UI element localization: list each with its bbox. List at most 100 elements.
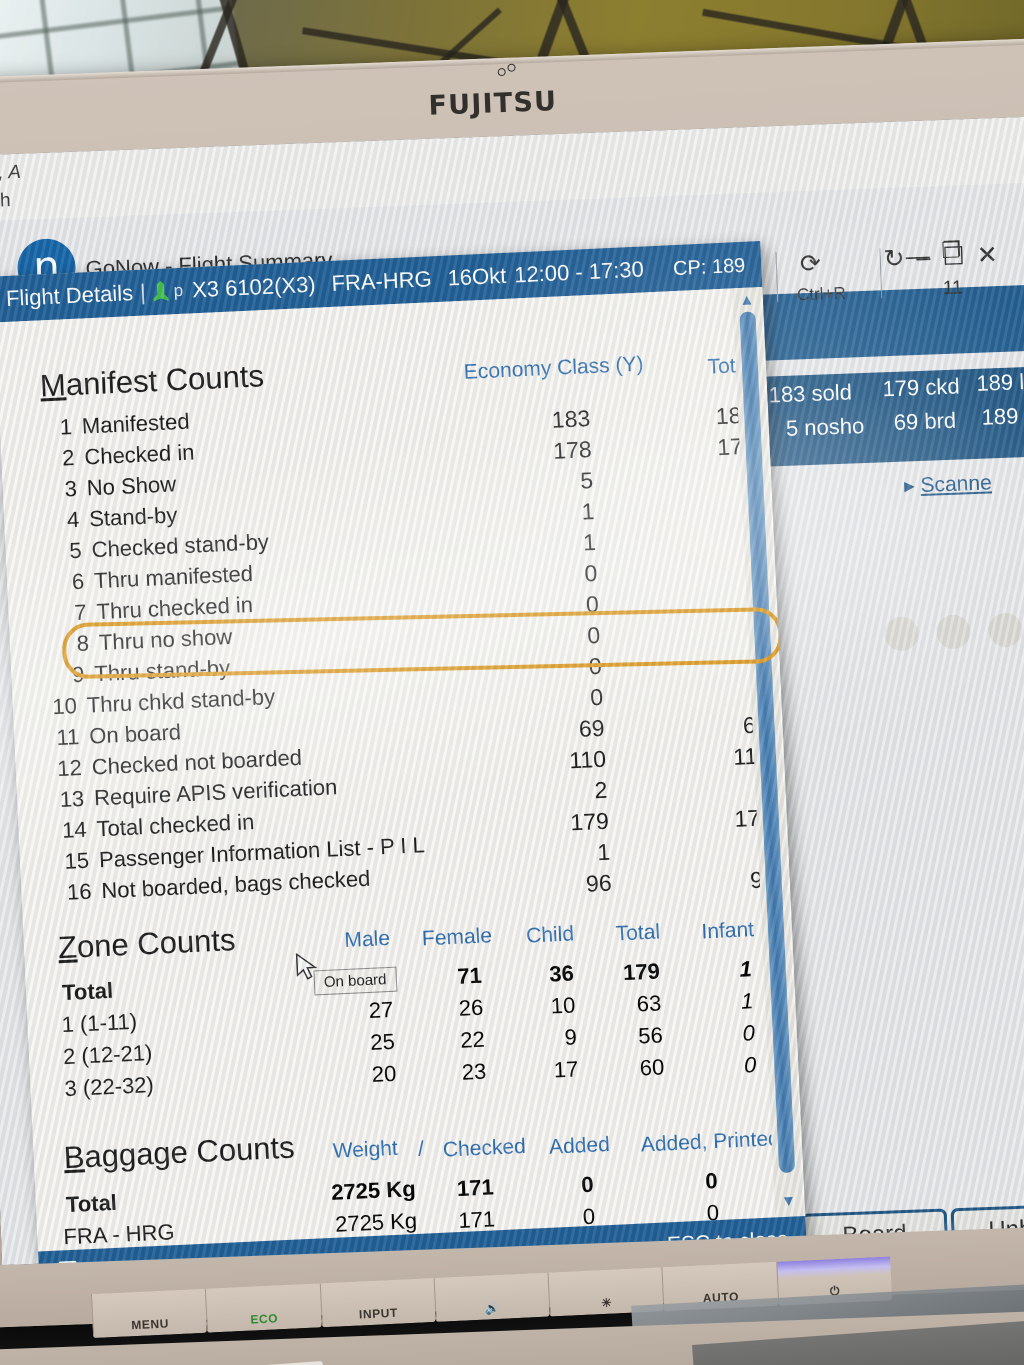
cell-economy: 0 (589, 683, 604, 711)
zone-col-total: Total (615, 920, 661, 946)
row-index: 1 (59, 414, 73, 440)
baggage-col-weight: Weight (332, 1136, 399, 1163)
zone-cell-child: 36 (548, 960, 575, 987)
row-index: 15 (64, 847, 90, 874)
zone-col-child: Child (525, 922, 575, 948)
zone-cell-total: 63 (636, 990, 662, 1017)
dialog-title-prefix: Flight Details (5, 280, 134, 311)
zone-counts-heading: Zone Counts (57, 922, 236, 966)
refresh-icon[interactable]: ↻ (883, 243, 918, 274)
flight-route: FRA-HRG (330, 266, 433, 296)
cell-economy: 183 (551, 405, 591, 433)
zone-heading-accesskey: Z (57, 929, 78, 966)
airplane-icon (152, 280, 169, 303)
row-label: Manifested (81, 408, 191, 439)
row-index: 12 (56, 754, 83, 782)
row-index: 6 (71, 568, 85, 595)
monitor-eco-button[interactable]: ECO (205, 1283, 322, 1333)
zone-row-label: 3 (22-32) (63, 1071, 155, 1102)
baggage-cell-weight: 2725 Kg (330, 1175, 417, 1205)
row-label: On board (88, 719, 182, 749)
zone-cell-female: 71 (456, 962, 483, 989)
zone-cell-child: 9 (563, 1024, 578, 1050)
stats-row-1-sold: 183 sold (768, 379, 853, 408)
cell-economy: 69 (578, 714, 606, 742)
zone-cell-infant: 1 (740, 988, 754, 1014)
on-board-tooltip: On board (313, 966, 397, 996)
row-index: 2 (61, 444, 75, 471)
monitor-input-button[interactable]: INPUT (319, 1277, 436, 1328)
zone-cell-total: 179 (622, 958, 661, 986)
clipped-left-text-1: 119, A (0, 161, 22, 185)
cell-economy: 1 (582, 528, 597, 556)
scroll-up-arrow-icon[interactable]: ▲ (739, 291, 755, 310)
chevron-right-icon: ▸ (903, 474, 916, 498)
flight-number: X3 6102(X3) (191, 271, 317, 303)
cell-economy: 110 (568, 745, 607, 774)
cell-economy: 179 (569, 807, 610, 836)
row-index: 13 (59, 785, 85, 813)
baggage-col-checked: Checked (442, 1134, 527, 1162)
scroll-down-arrow-icon[interactable]: ▼ (780, 1192, 797, 1211)
row-index: 11 (55, 724, 80, 751)
clipped-toolbar-number: 11 (942, 277, 964, 300)
fujitsu-monitor: FUJITSU 119, A earch n GoNow - Flight Su… (0, 38, 1024, 1365)
speaker-icon[interactable]: 🔊 (433, 1272, 550, 1322)
zone-cell-female: 26 (458, 994, 484, 1021)
row-label: Require APIS verification (93, 774, 338, 811)
baggage-counts-heading: Baggage Counts (63, 1130, 295, 1177)
minimize-icon[interactable]: – (915, 243, 943, 272)
fujitsu-logo-text: FUJITSU (427, 86, 558, 122)
baggage-cell-checked: 171 (456, 1174, 495, 1202)
zone-row-label: 2 (12-21) (62, 1040, 153, 1070)
zone-heading-rest: one Counts (76, 922, 237, 965)
row-label: Thru manifested (93, 560, 254, 594)
stats-row-1-lid: 189 l (975, 369, 1024, 396)
background-stats-panel: 183 sold 179 ckd 189 l 5 nosho 69 brd 18… (762, 366, 1024, 467)
zone-cell-total: 60 (639, 1054, 665, 1081)
manifest-counts-heading: Manifest Counts (39, 358, 264, 404)
cell-economy: 96 (585, 869, 613, 897)
zone-col-male: Male (343, 926, 391, 952)
dialog-title-separator: | (139, 279, 147, 305)
dialog-body: Manifest Counts Economy Class (Y) Total … (0, 286, 806, 1252)
scanned-label: Scanne (920, 471, 993, 497)
window-controls[interactable]: ↻–☐✕ (883, 240, 1010, 275)
baggage-col-added: Added (548, 1132, 611, 1159)
row-index: 5 (68, 537, 83, 564)
row-index: 10 (51, 693, 78, 720)
zone-cell-male: 27 (368, 996, 394, 1023)
clipped-left-text-2: earch (0, 190, 11, 213)
monitor-menu-button[interactable]: MENU (90, 1288, 208, 1339)
zone-row-label: Total (61, 977, 114, 1006)
row-label: Checked in (83, 439, 195, 470)
monitor-screen: 119, A earch n GoNow - Flight Summary ↻–… (0, 116, 1024, 1266)
close-icon[interactable]: ✕ (976, 240, 1011, 270)
zone-cell-female: 23 (461, 1058, 487, 1085)
row-label: Stand-by (88, 502, 178, 532)
maximize-icon[interactable]: ☐ (941, 241, 978, 272)
manifest-heading-rest: anifest Counts (65, 358, 265, 403)
row-label: Total checked in (96, 809, 255, 842)
cell-economy: 1 (581, 498, 596, 525)
refresh-icon[interactable]: ⟳ (799, 249, 822, 279)
cell-economy: 2 (593, 776, 608, 804)
baggage-col-slash: / (417, 1137, 425, 1161)
zone-cell-male: 25 (369, 1028, 396, 1055)
row-index: 16 (66, 878, 93, 905)
baggage-heading-accesskey: B (62, 1139, 86, 1176)
row-index: 3 (64, 475, 78, 502)
refresh-shortcut-label: Ctrl+R (796, 283, 847, 305)
zone-cell-infant: 1 (738, 956, 753, 982)
row-index: 14 (61, 816, 88, 843)
baggage-col-added-printed: Added, Printed (640, 1127, 781, 1157)
stats-row-2-nosho: 5 nosho (785, 413, 865, 441)
row-label: Checked stand-by (91, 529, 270, 563)
flight-details-dialog: Flight Details | p X3 6102(X3) FRA-HRG 1… (0, 241, 808, 1266)
scanned-expander[interactable]: ▸ Scanne (904, 470, 992, 498)
zone-cell-child: 17 (553, 1056, 579, 1083)
baggage-cell-added: 0 (580, 1171, 595, 1198)
mouse-cursor-icon (295, 952, 318, 980)
stats-row-1-ckd: 179 ckd (882, 373, 961, 402)
